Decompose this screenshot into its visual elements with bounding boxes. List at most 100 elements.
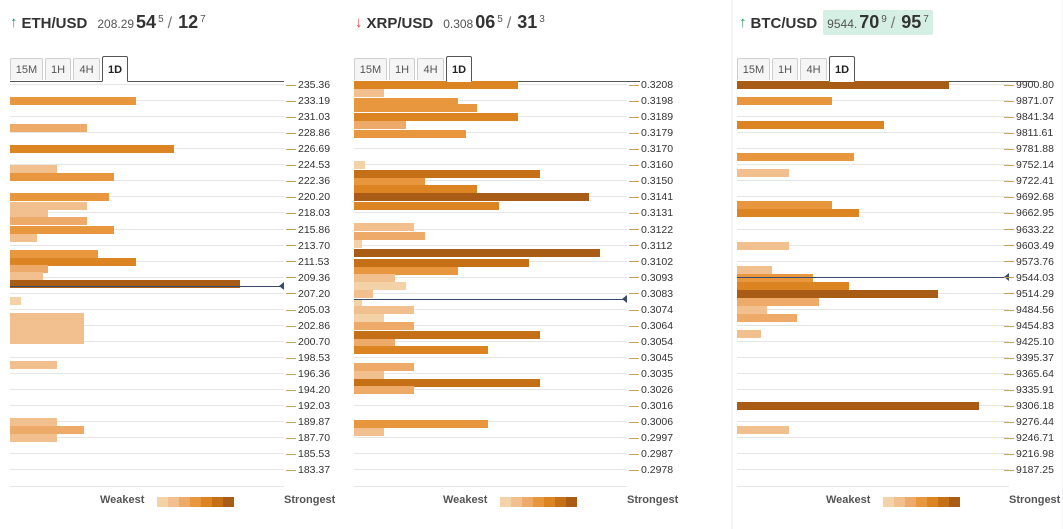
- tab-15m[interactable]: 15M: [737, 58, 770, 80]
- grid-line: [354, 100, 627, 102]
- legend-swatch: [157, 497, 168, 507]
- price-level-label: 207.20: [286, 288, 330, 300]
- confluence-bar: [10, 172, 115, 181]
- grid-line: [737, 196, 1009, 198]
- legend-swatch: [883, 497, 894, 507]
- grid-line: [354, 357, 627, 359]
- price-level-value: 0.3074: [641, 303, 674, 316]
- level-tick: [1004, 197, 1014, 199]
- price-level-label: 9514.29: [1004, 288, 1054, 300]
- price-level-value: 9841.34: [1016, 111, 1054, 124]
- confluence-bar: [354, 258, 529, 267]
- confluence-bar: [10, 297, 21, 306]
- grid-line: [737, 308, 1009, 310]
- tab-15m[interactable]: 15M: [354, 58, 387, 80]
- price-level-label: 192.03: [286, 400, 330, 412]
- level-tick: [629, 245, 639, 247]
- grid-line: [354, 469, 627, 471]
- confluence-bar: [737, 121, 884, 130]
- price-level-label: 0.3150: [629, 175, 673, 187]
- price-level-label: 9752.14: [1004, 159, 1054, 171]
- level-tick: [1004, 165, 1014, 167]
- price-level-value: 198.53: [298, 352, 331, 365]
- grid-line: [354, 148, 627, 150]
- confluence-bar: [354, 161, 365, 170]
- confluence-bar: [354, 330, 540, 339]
- confluence-bar: [10, 418, 57, 427]
- confluence-chart: [354, 0, 627, 490]
- level-tick: [286, 213, 296, 215]
- price-level-value: 9276.44: [1016, 416, 1054, 429]
- confluence-bar: [10, 209, 49, 218]
- price-level-value: 205.03: [298, 303, 331, 316]
- price-level-label: 9692.68: [1004, 191, 1054, 203]
- price-level-value: 0.3131: [641, 207, 674, 220]
- strength-legend: Weakest Strongest: [733, 494, 1063, 508]
- grid-line: [354, 373, 627, 375]
- legend-swatch: [179, 497, 190, 507]
- price-level-value: 207.20: [298, 287, 331, 300]
- grid-line: [354, 308, 627, 310]
- price-level-value: 9692.68: [1016, 191, 1054, 204]
- price-level-value: 0.3064: [641, 319, 674, 332]
- tab-1h[interactable]: 1H: [389, 58, 415, 80]
- legend-swatch: [500, 497, 511, 507]
- level-tick: [629, 181, 639, 183]
- confluence-bar: [10, 313, 84, 322]
- price-level-label: 9216.98: [1004, 448, 1054, 460]
- level-tick: [1004, 357, 1014, 359]
- tab-1d[interactable]: 1D: [102, 56, 128, 82]
- level-tick: [1004, 132, 1014, 134]
- legend-swatch: [212, 497, 223, 507]
- price-level-label: 9603.49: [1004, 240, 1054, 252]
- confluence-bar: [354, 201, 499, 210]
- tab-1h[interactable]: 1H: [772, 58, 798, 80]
- price-level-value: 9544.03: [1016, 271, 1054, 284]
- price-level-value: 9335.91: [1016, 384, 1054, 397]
- price-level-label: 9633.22: [1004, 224, 1054, 236]
- confluence-bar: [10, 320, 84, 329]
- level-tick: [286, 454, 296, 456]
- price-level-value: 9306.18: [1016, 400, 1054, 413]
- tab-1h[interactable]: 1H: [45, 58, 71, 80]
- confluence-bar: [10, 193, 109, 202]
- tab-15m[interactable]: 15M: [10, 58, 43, 80]
- price-level-label: 185.53: [286, 448, 330, 460]
- confluence-bar: [10, 250, 98, 259]
- tab-1d[interactable]: 1D: [829, 56, 855, 82]
- confluence-bar: [737, 153, 854, 162]
- grid-line: [10, 469, 284, 471]
- grid-line: [10, 196, 284, 198]
- level-tick: [629, 357, 639, 359]
- grid-line: [10, 453, 284, 455]
- price-level-value: 194.20: [298, 384, 331, 397]
- confluence-bar: [737, 281, 849, 290]
- price-level-label: 228.86: [286, 127, 330, 139]
- price-level-value: 0.3045: [641, 352, 674, 365]
- legend-swatch: [533, 497, 544, 507]
- price-level-value: 0.3122: [641, 223, 674, 236]
- level-tick: [629, 325, 639, 327]
- grid-line: [354, 485, 627, 487]
- tab-4h[interactable]: 4H: [417, 58, 444, 80]
- tab-4h[interactable]: 4H: [800, 58, 827, 80]
- quote-base: 9544.: [827, 17, 858, 31]
- confluence-bar: [737, 313, 797, 322]
- grid-line: [354, 340, 627, 342]
- level-tick: [1004, 213, 1014, 215]
- grid-line: [737, 421, 1009, 423]
- eth-confluence-panel: ↑ ETH/USD 208.29 54 5/ 12 7 15M 1H 4H 1D 235.36 233.…: [0, 0, 345, 529]
- legend-swatch: [938, 497, 949, 507]
- level-tick: [286, 132, 296, 134]
- level-tick: [286, 261, 296, 263]
- level-tick: [1004, 277, 1014, 279]
- level-tick: [286, 84, 296, 86]
- tab-1d[interactable]: 1D: [446, 56, 472, 82]
- price-level-value: 0.3026: [641, 384, 674, 397]
- pair-name: ETH/USD: [21, 15, 88, 32]
- level-tick: [629, 373, 639, 375]
- price-level-value: 0.3006: [641, 416, 674, 429]
- confluence-bar: [354, 322, 415, 331]
- tab-4h[interactable]: 4H: [73, 58, 100, 80]
- grid-line: [10, 212, 284, 214]
